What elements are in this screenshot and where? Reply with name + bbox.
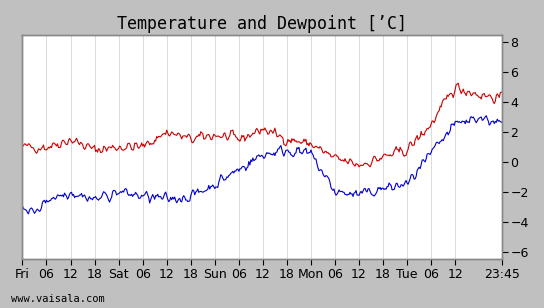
- Text: www.vaisala.com: www.vaisala.com: [11, 294, 104, 304]
- Title: Temperature and Dewpoint [’C]: Temperature and Dewpoint [’C]: [118, 15, 407, 33]
